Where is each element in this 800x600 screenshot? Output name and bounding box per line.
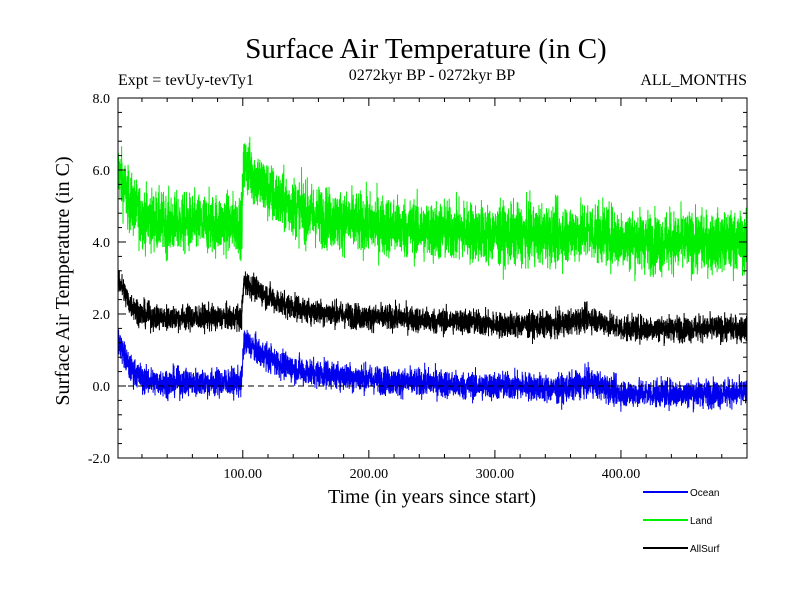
x-axis-label: Time (in years since start) bbox=[328, 486, 536, 508]
experiment-label: Expt = tevUy-tevTy1 bbox=[118, 72, 254, 89]
legend-label-ocean: Ocean bbox=[690, 488, 719, 499]
legend-label-allsurf: AllSurf bbox=[690, 544, 720, 555]
series-line-land bbox=[117, 136, 748, 282]
months-label: ALL_MONTHS bbox=[640, 72, 747, 89]
y-tick-label: 8.0 bbox=[93, 92, 111, 107]
series-layer bbox=[117, 136, 748, 413]
legend: Ocean Land AllSurf bbox=[643, 488, 720, 555]
x-tick-label: 300.00 bbox=[476, 467, 515, 482]
x-tick-label: 100.00 bbox=[224, 467, 263, 482]
y-tick-label: 2.0 bbox=[93, 308, 111, 323]
x-tick-label: 400.00 bbox=[602, 467, 641, 482]
series-line-allsurf bbox=[117, 270, 748, 347]
y-tick-label: 6.0 bbox=[93, 164, 111, 179]
y-tick-label: 0.0 bbox=[93, 380, 111, 395]
y-tick-label: 4.0 bbox=[93, 236, 111, 251]
time-range-label: 0272kyr BP - 0272kyr BP bbox=[349, 67, 516, 84]
y-axis-label: Surface Air Temperature (in C) bbox=[52, 156, 74, 405]
y-tick-label: -2.0 bbox=[88, 452, 110, 467]
x-tick-label: 200.00 bbox=[350, 467, 389, 482]
plot-frame bbox=[117, 97, 748, 459]
axis-ticks: 100.00 200.00 300.00 400.00 -2.0 0.0 2.0 4.0 6.0… bbox=[88, 92, 747, 482]
legend-label-land: Land bbox=[690, 516, 712, 527]
series-line-ocean bbox=[117, 329, 748, 413]
chart-title: Surface Air Temperature (in C) bbox=[245, 33, 606, 65]
